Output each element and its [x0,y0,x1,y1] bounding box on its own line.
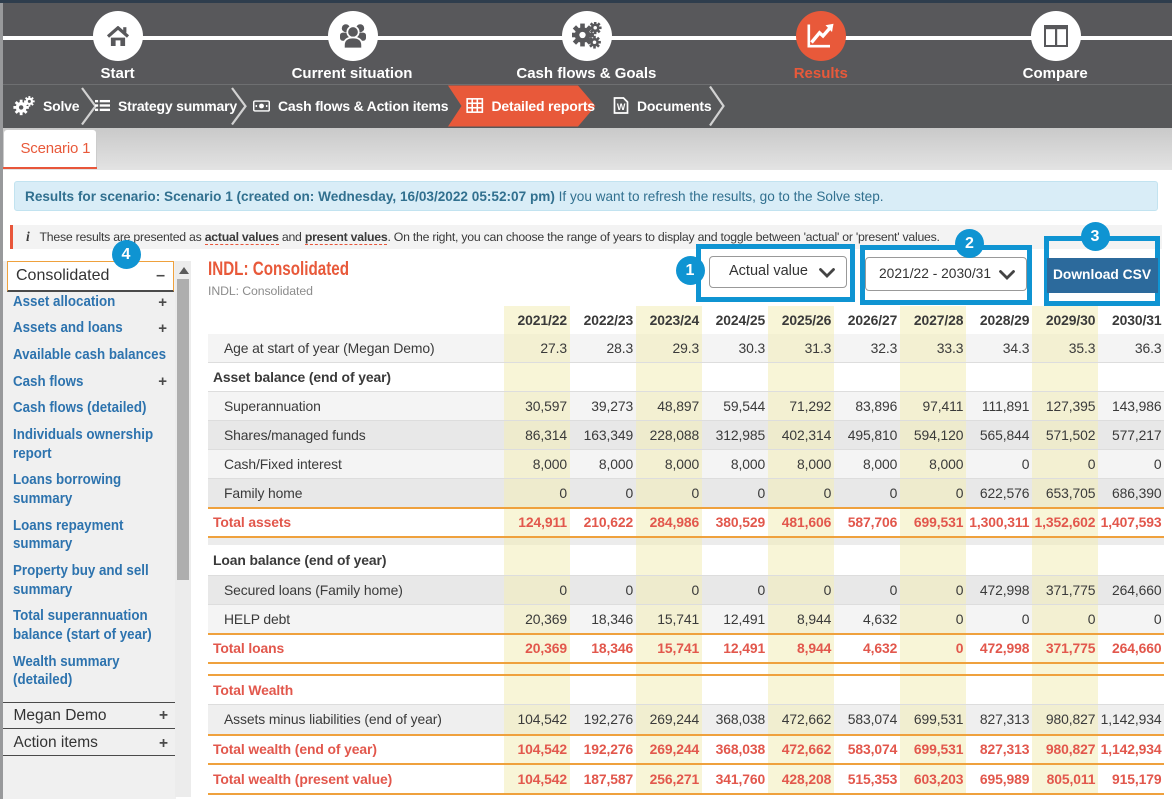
svg-text:W: W [617,102,626,112]
